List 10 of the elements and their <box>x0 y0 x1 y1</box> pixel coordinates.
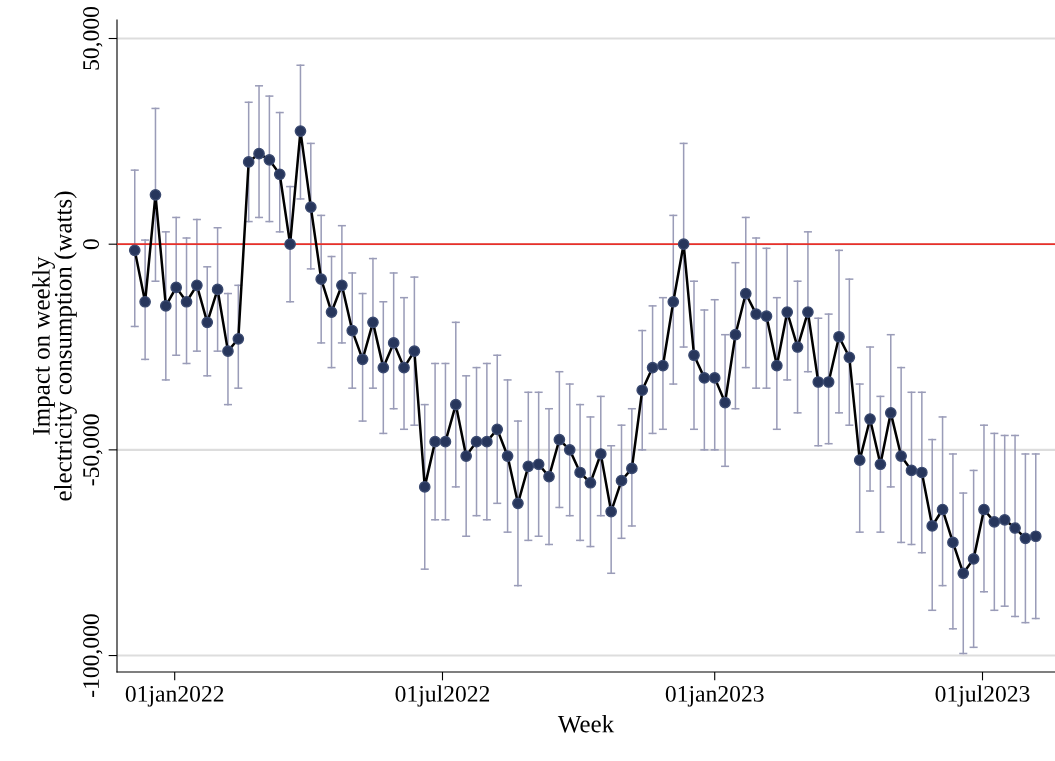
x-axis-title: Week <box>557 714 615 733</box>
x-tick-label: 01jul2022 <box>395 685 490 707</box>
x-tick-label: 01jan2022 <box>125 685 224 707</box>
y-axis-title: Impact on weekly electricity consumption (watts) <box>32 191 77 501</box>
y-tick-label: 0 <box>83 239 100 250</box>
y-tick-label: -100,000 <box>83 614 103 697</box>
x-tick-label: 01jul2023 <box>935 685 1030 707</box>
y-tick-label: -50,000 <box>83 414 103 486</box>
y-tick-label: 50,000 <box>83 6 103 70</box>
x-tick-label: 01jan2023 <box>665 685 764 707</box>
